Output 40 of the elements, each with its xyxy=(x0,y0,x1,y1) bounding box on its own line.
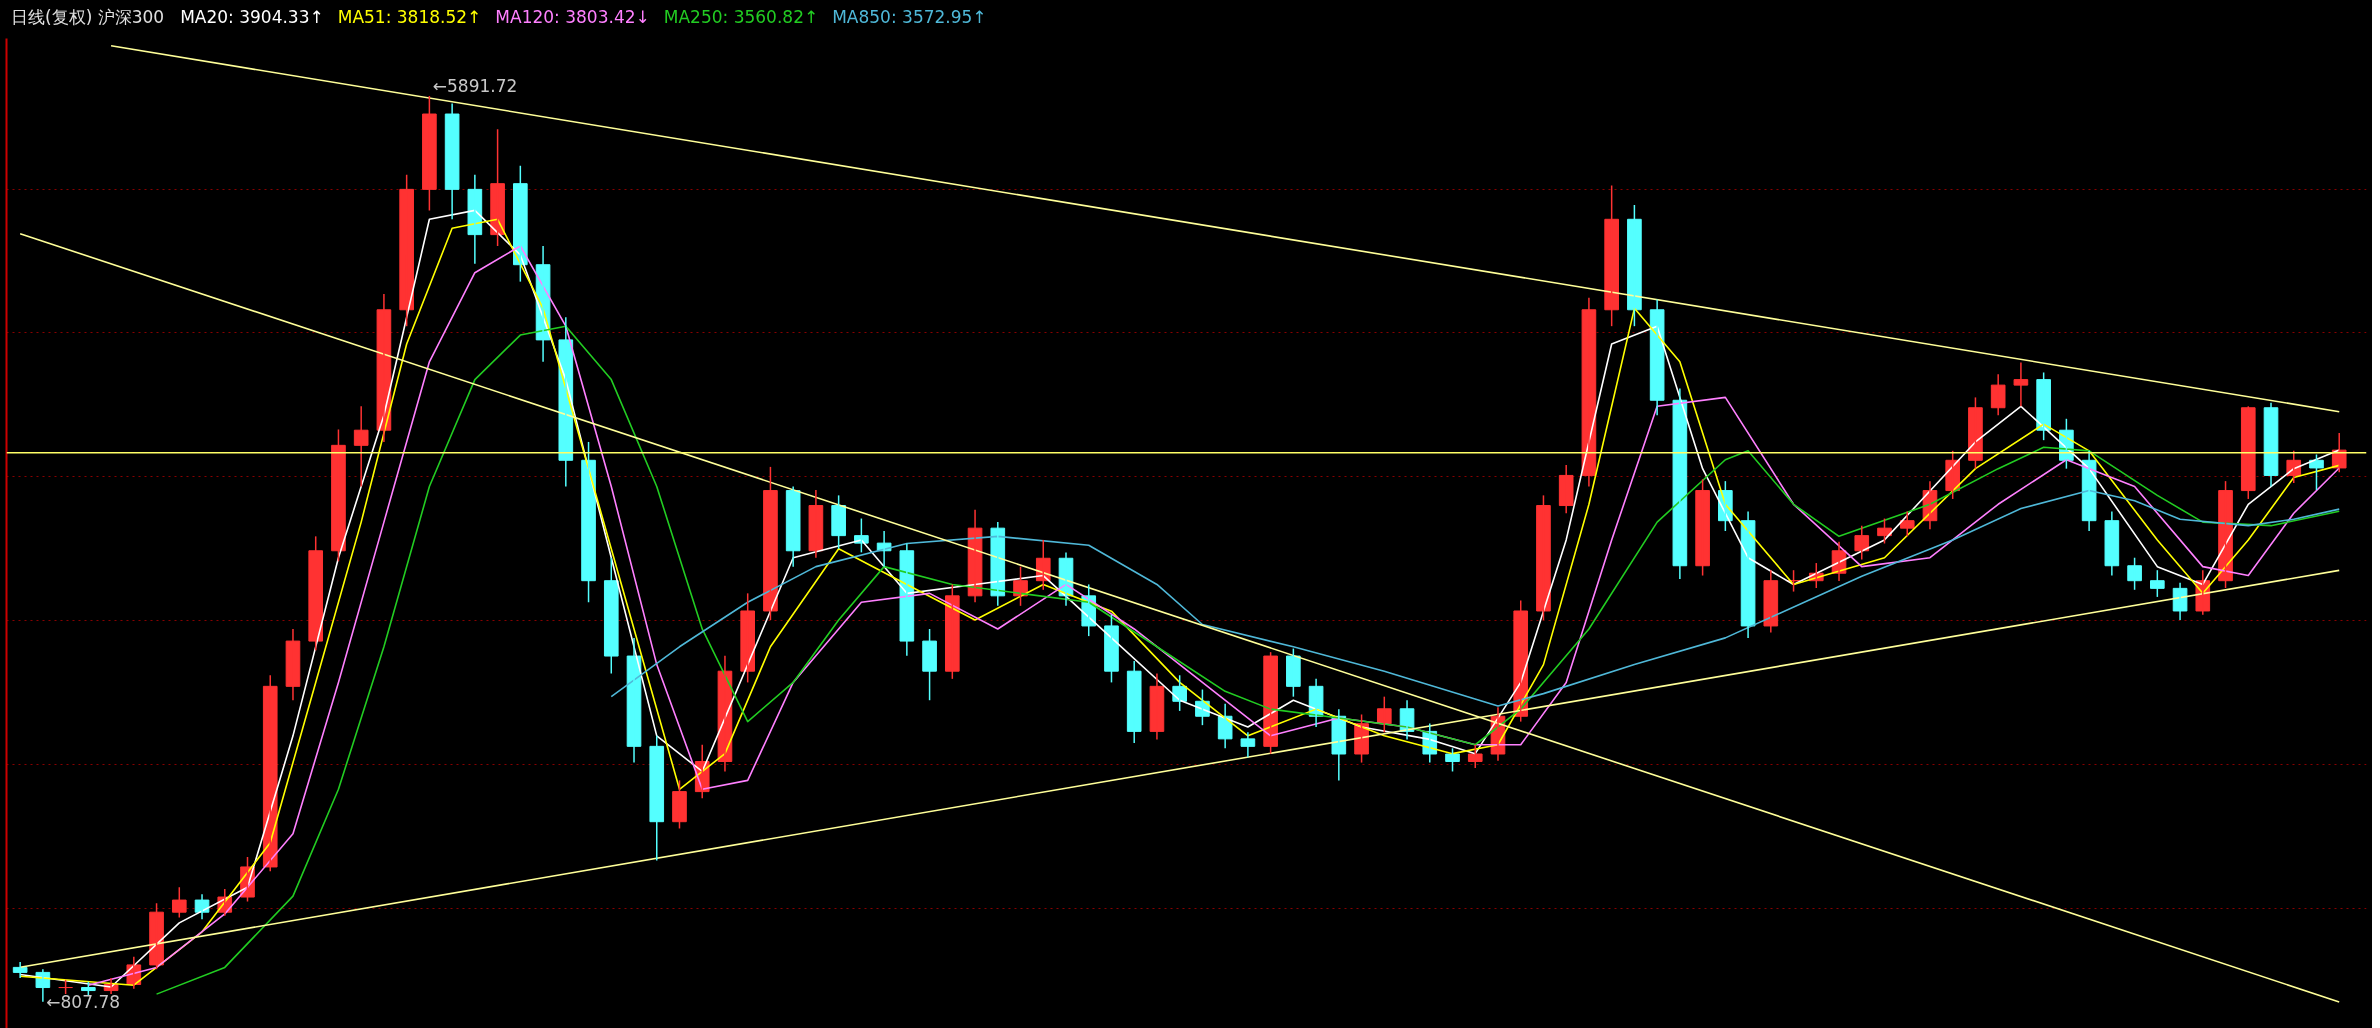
candlestick xyxy=(2150,569,2165,598)
text: MA250: 3560.82↑ xyxy=(663,7,819,27)
candlestick xyxy=(1695,478,1710,577)
candlestick xyxy=(945,583,960,680)
candlestick xyxy=(1786,569,1801,593)
candlestick xyxy=(2309,453,2324,491)
candlestick xyxy=(308,535,324,652)
candlestick xyxy=(922,628,937,701)
annotation: ←807.78 xyxy=(46,991,121,1012)
candlestick xyxy=(2013,361,2029,408)
text: MA850: 3572.95↑ xyxy=(832,7,987,27)
candlestick xyxy=(1604,184,1619,327)
candlestick xyxy=(1104,613,1119,684)
candlestick xyxy=(1627,204,1642,327)
candlestick xyxy=(672,779,687,830)
candlestick xyxy=(399,174,414,327)
text: MA20: 3904.33↑ xyxy=(180,7,324,27)
candlestick xyxy=(2240,405,2256,500)
candlestick xyxy=(331,428,346,563)
annotation: ←5891.72 xyxy=(432,76,518,97)
candlestick xyxy=(740,592,756,684)
candlestick xyxy=(1240,731,1256,758)
chart-title: 日线(复权) 沪深300 xyxy=(11,7,165,27)
candlestick xyxy=(1536,494,1551,621)
candlestick xyxy=(171,886,187,919)
text: MA51: 3818.52↑ xyxy=(337,7,482,27)
candlestick xyxy=(422,95,437,212)
candlestick xyxy=(581,441,596,603)
candlestick xyxy=(2127,556,2142,591)
candlestick xyxy=(1968,396,1983,470)
candlestick xyxy=(763,466,778,621)
candlestick xyxy=(2036,371,2051,441)
candlestick xyxy=(1376,695,1392,734)
candlestick xyxy=(1445,747,1460,773)
text: MA120: 3803.42↓ xyxy=(495,7,650,27)
candlestick xyxy=(1467,744,1483,769)
candlestick xyxy=(831,494,846,550)
candlestick xyxy=(1286,647,1301,698)
candlestick xyxy=(1990,373,2006,416)
candlestick xyxy=(603,556,619,675)
